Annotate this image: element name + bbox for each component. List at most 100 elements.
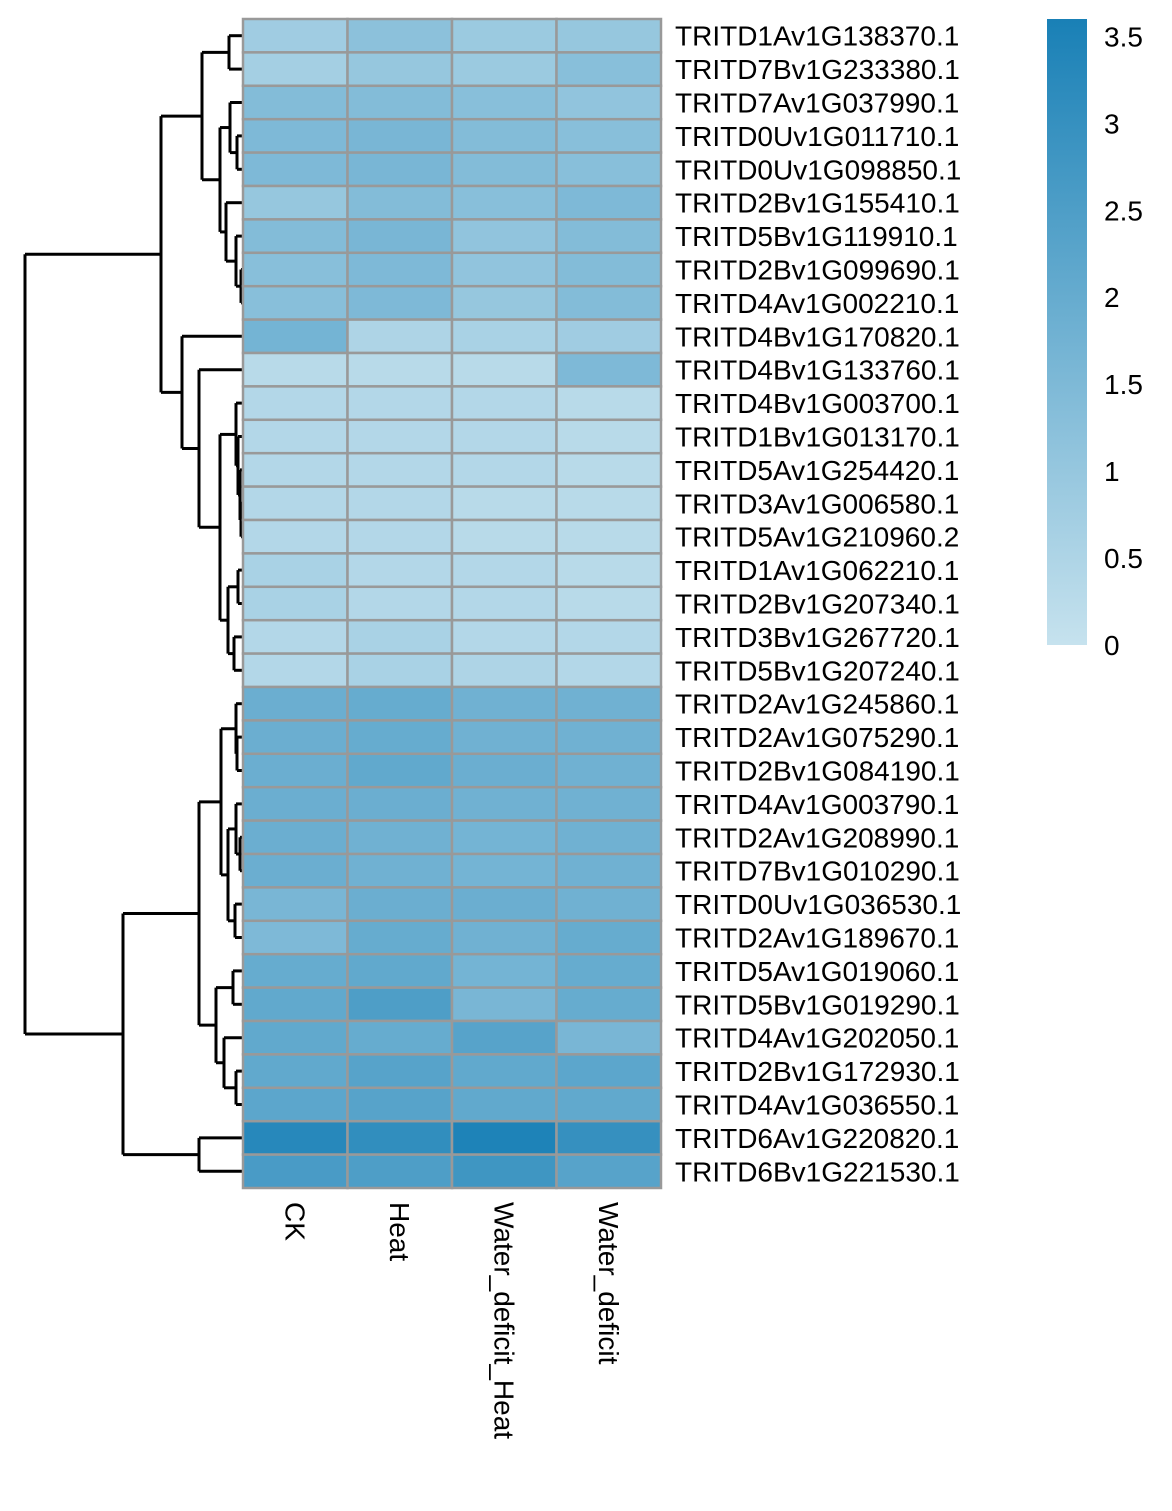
heatmap-cell bbox=[555, 151, 663, 188]
row-dendrogram bbox=[23, 34, 243, 1173]
heatmap-cell bbox=[346, 184, 454, 221]
heatmap-cell bbox=[241, 685, 349, 722]
heatmap-cell bbox=[450, 318, 558, 355]
heatmap-cell bbox=[241, 652, 349, 689]
heatmap-cell bbox=[450, 518, 558, 555]
row-label: TRITD2Av1G075290.1 bbox=[675, 722, 959, 753]
heatmap-cell bbox=[555, 518, 663, 555]
heatmap-cells bbox=[241, 17, 663, 1190]
row-label: TRITD4Bv1G003700.1 bbox=[675, 388, 960, 419]
heatmap-cell bbox=[346, 151, 454, 188]
heatmap-cell bbox=[241, 919, 349, 956]
heatmap-cell bbox=[450, 451, 558, 488]
heatmap-cell bbox=[241, 17, 349, 54]
row-label: TRITD7Bv1G010290.1 bbox=[675, 856, 960, 887]
column-labels: CK Heat Water_deficit_Heat Water_deficit bbox=[279, 1202, 624, 1439]
heatmap-cell bbox=[346, 451, 454, 488]
heatmap-cell bbox=[555, 752, 663, 789]
heatmap-cell bbox=[450, 1086, 558, 1123]
heatmap-cell bbox=[241, 251, 349, 288]
row-label: TRITD4Bv1G133760.1 bbox=[675, 355, 960, 386]
column-label: Heat bbox=[384, 1202, 415, 1261]
heatmap-cell bbox=[555, 451, 663, 488]
heatmap-cell bbox=[241, 1086, 349, 1123]
heatmap-cell bbox=[241, 1119, 349, 1156]
row-label: TRITD5Av1G019060.1 bbox=[675, 956, 959, 987]
heatmap-cell bbox=[555, 1053, 663, 1090]
heatmap-cell bbox=[555, 351, 663, 388]
heatmap-cell bbox=[450, 1053, 558, 1090]
heatmap-cell bbox=[450, 652, 558, 689]
row-label: TRITD4Av1G036550.1 bbox=[675, 1090, 959, 1121]
heatmap-cell bbox=[241, 485, 349, 522]
heatmap-cell bbox=[555, 585, 663, 622]
heatmap-cell bbox=[346, 351, 454, 388]
heatmap-cell bbox=[450, 485, 558, 522]
heatmap-cell bbox=[555, 51, 663, 88]
heatmap-cell bbox=[241, 618, 349, 655]
heatmap-cell bbox=[555, 952, 663, 989]
heatmap-cell bbox=[555, 618, 663, 655]
heatmap-cell bbox=[450, 785, 558, 822]
heatmap-cell bbox=[450, 351, 558, 388]
row-label: TRITD5Av1G254420.1 bbox=[675, 455, 959, 486]
row-label: TRITD5Bv1G019290.1 bbox=[675, 989, 960, 1020]
heatmap-cell bbox=[450, 685, 558, 722]
legend-tick-label: 2 bbox=[1104, 282, 1120, 313]
heatmap-cell bbox=[346, 752, 454, 789]
heatmap-cell bbox=[346, 117, 454, 154]
heatmap-cell bbox=[450, 117, 558, 154]
heatmap-cell bbox=[555, 1153, 663, 1190]
heatmap-cell bbox=[346, 652, 454, 689]
heatmap-cell bbox=[241, 785, 349, 822]
row-label: TRITD5Bv1G207240.1 bbox=[675, 655, 960, 686]
heatmap-cell bbox=[346, 1119, 454, 1156]
row-label: TRITD2Av1G245860.1 bbox=[675, 689, 959, 720]
heatmap-cell bbox=[241, 418, 349, 455]
heatmap-cell bbox=[450, 1119, 558, 1156]
heatmap-cell bbox=[346, 886, 454, 923]
row-label: TRITD1Av1G138370.1 bbox=[675, 21, 959, 52]
heatmap-cell bbox=[346, 418, 454, 455]
heatmap-cell bbox=[241, 218, 349, 255]
legend-tick-label: 3.5 bbox=[1104, 21, 1143, 52]
heatmap-cell bbox=[555, 184, 663, 221]
heatmap-cell bbox=[450, 385, 558, 422]
heatmap-cell bbox=[555, 886, 663, 923]
row-label: TRITD2Bv1G084190.1 bbox=[675, 756, 960, 787]
heatmap-cell bbox=[450, 284, 558, 321]
color-legend: 0 0.5 1 1.5 2 2.5 3 3.5 bbox=[1047, 19, 1143, 661]
heatmap-cell bbox=[241, 852, 349, 889]
heatmap-cell bbox=[450, 218, 558, 255]
heatmap-cell bbox=[555, 919, 663, 956]
row-label: TRITD1Av1G062210.1 bbox=[675, 555, 959, 586]
heatmap-cell bbox=[346, 1086, 454, 1123]
heatmap-cell bbox=[346, 218, 454, 255]
heatmap-cell bbox=[555, 1086, 663, 1123]
row-label: TRITD0Uv1G098850.1 bbox=[675, 154, 961, 185]
heatmap-cell bbox=[450, 919, 558, 956]
heatmap-cell bbox=[241, 84, 349, 121]
heatmap-cell bbox=[555, 819, 663, 856]
heatmap-cell bbox=[241, 1153, 349, 1190]
row-label: TRITD0Uv1G036530.1 bbox=[675, 889, 961, 920]
heatmap-cell bbox=[346, 919, 454, 956]
heatmap-cell bbox=[346, 552, 454, 589]
heatmap-cell bbox=[555, 685, 663, 722]
heatmap-cell bbox=[241, 284, 349, 321]
heatmap-cell bbox=[450, 84, 558, 121]
row-label: TRITD2Bv1G099690.1 bbox=[675, 255, 960, 286]
heatmap-cell bbox=[555, 284, 663, 321]
heatmap-cell bbox=[241, 1053, 349, 1090]
heatmap-cell bbox=[241, 117, 349, 154]
heatmap-cell bbox=[241, 886, 349, 923]
heatmap-cell bbox=[346, 251, 454, 288]
legend-tick-label: 0.5 bbox=[1104, 543, 1143, 574]
heatmap-cell bbox=[450, 986, 558, 1023]
heatmap-cell bbox=[241, 385, 349, 422]
heatmap-cell bbox=[450, 618, 558, 655]
heatmap-cell bbox=[346, 585, 454, 622]
heatmap-cell bbox=[555, 852, 663, 889]
heatmap-cell bbox=[555, 1119, 663, 1156]
column-label: Water_deficit_Heat bbox=[488, 1202, 519, 1439]
